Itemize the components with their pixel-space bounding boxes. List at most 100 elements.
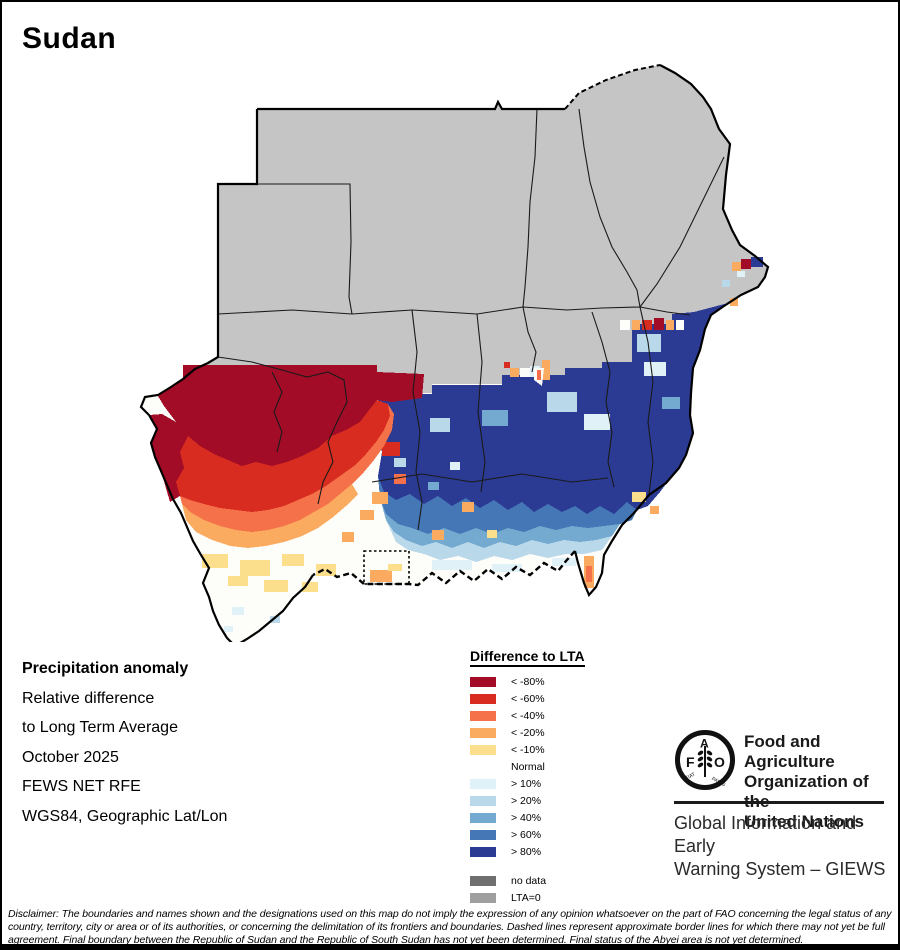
legend-label: Normal [511, 760, 545, 773]
blue-patch [644, 362, 666, 376]
coast-pixel [737, 271, 745, 277]
zone-p20 [386, 520, 612, 562]
legend-item: > 10% [470, 775, 585, 792]
fao-wheat-icon [697, 746, 713, 777]
legend-label: < -10% [511, 743, 545, 756]
zone-p60 [378, 476, 637, 534]
zone-p10-patch [432, 560, 472, 570]
info-line: WGS84, Geographic Lat/Lon [22, 807, 228, 825]
legend-swatch [470, 812, 496, 823]
disclaimer-line: Disclaimer: The boundaries and names sho… [8, 908, 892, 920]
yellow-patch [487, 530, 497, 538]
legend: Difference to LTA < -80% < -60% < -40% < -2… [470, 648, 585, 923]
legend-swatch [470, 693, 496, 704]
coast-pixel [751, 257, 763, 267]
yellow-patch [632, 492, 646, 502]
fao-org-line: Organization of the [744, 772, 869, 811]
blue-patch [547, 392, 577, 412]
orange-dot [432, 530, 444, 540]
info-heading: Precipitation anomaly [22, 660, 189, 677]
zone-m80-west [149, 414, 188, 502]
fao-logo-letters: F A O [686, 737, 725, 771]
yellow-patch [240, 560, 270, 576]
legend-item: > 20% [470, 792, 585, 809]
edge-pixel [666, 320, 674, 330]
legend-item: > 60% [470, 826, 585, 843]
pale-speck [232, 607, 244, 615]
legend-swatch [470, 727, 496, 738]
legend-item: < -80% [470, 673, 585, 690]
edge-pixel [632, 320, 640, 330]
giews-line: Warning System – GIEWS [674, 859, 886, 879]
legend-swatch [470, 778, 496, 789]
fao-org-line: United Nations [744, 812, 864, 831]
edge-pixel [676, 320, 684, 330]
zone-m20 [182, 484, 358, 548]
tip-strip-core [586, 566, 592, 582]
red-patch [382, 442, 400, 456]
legend-swatch [470, 795, 496, 806]
abyei-pixel [388, 564, 402, 571]
coast-pixel [732, 262, 741, 271]
svg-text:FIAT: FIAT [684, 771, 696, 781]
legend-item: no data [470, 872, 585, 889]
svg-text:O: O [714, 754, 725, 770]
coast-pixel [741, 259, 751, 269]
edge-pixel [504, 362, 510, 368]
disclaimer-line: agreement. Final boundary between the Re… [8, 933, 804, 946]
info-lines: Relative difference to Long Term Average O… [22, 684, 227, 832]
map-container [132, 62, 772, 648]
country-outline-dashed-coast [564, 64, 661, 110]
orange-dot [462, 502, 474, 512]
pale-speck [224, 626, 233, 632]
fao-block: F A O FIAT PANIS Food and Agriculture Or… [674, 729, 889, 832]
state-boundaries [217, 108, 725, 531]
svg-text:A: A [700, 737, 709, 751]
yellow-patch [282, 554, 304, 566]
legend-swatch [470, 676, 496, 687]
edge-pixel [620, 320, 630, 330]
zone-p10-patch [492, 564, 522, 572]
orange-dot [360, 510, 374, 520]
orange-dot [394, 474, 406, 484]
yellow-patch [264, 580, 288, 592]
legend-label: < -40% [511, 709, 545, 722]
legend-swatch [470, 829, 496, 840]
legend-item: < -20% [470, 724, 585, 741]
legend-item: > 80% [470, 843, 585, 860]
blue-patch [662, 397, 680, 409]
legend-swatch [470, 846, 496, 857]
fao-separator [674, 801, 884, 804]
legend-label: < -80% [511, 675, 545, 688]
zone-m40 [180, 404, 394, 532]
disclaimer-line: country, territory, city or area or of i… [8, 920, 885, 933]
abyei-pixel [370, 570, 392, 582]
legend-swatch [470, 892, 496, 903]
blue-patch [637, 334, 661, 352]
legend-label: < -60% [511, 692, 545, 705]
legend-items: < -80% < -60% < -40% < -20% < -10% Normal > 10… [470, 673, 585, 860]
legend-item: < -60% [470, 690, 585, 707]
country-outline [139, 64, 770, 648]
sudan-anomaly-map [139, 64, 770, 648]
edge-pixel [654, 318, 664, 330]
yellow-patch [202, 554, 228, 568]
legend-item: Normal [470, 758, 585, 775]
coast-pixel [722, 280, 730, 287]
fao-org-line: Food and Agriculture [744, 732, 835, 771]
info-line: October 2025 [22, 748, 119, 766]
yellow-patch [316, 564, 336, 576]
orange-dot [372, 492, 388, 504]
legend-item: > 40% [470, 809, 585, 826]
legend-label: > 20% [511, 794, 542, 807]
edge-pixel [510, 368, 519, 377]
legend-swatch [470, 710, 496, 721]
legend-label: no data [511, 874, 547, 887]
zone-m60 [176, 400, 390, 512]
khartoum-pixel [537, 370, 541, 380]
info-line: to Long Term Average [22, 719, 178, 736]
yellow-patch [302, 582, 318, 592]
orange-dot [342, 532, 354, 542]
legend-label: > 60% [511, 828, 542, 841]
zone-m80 [158, 365, 424, 466]
